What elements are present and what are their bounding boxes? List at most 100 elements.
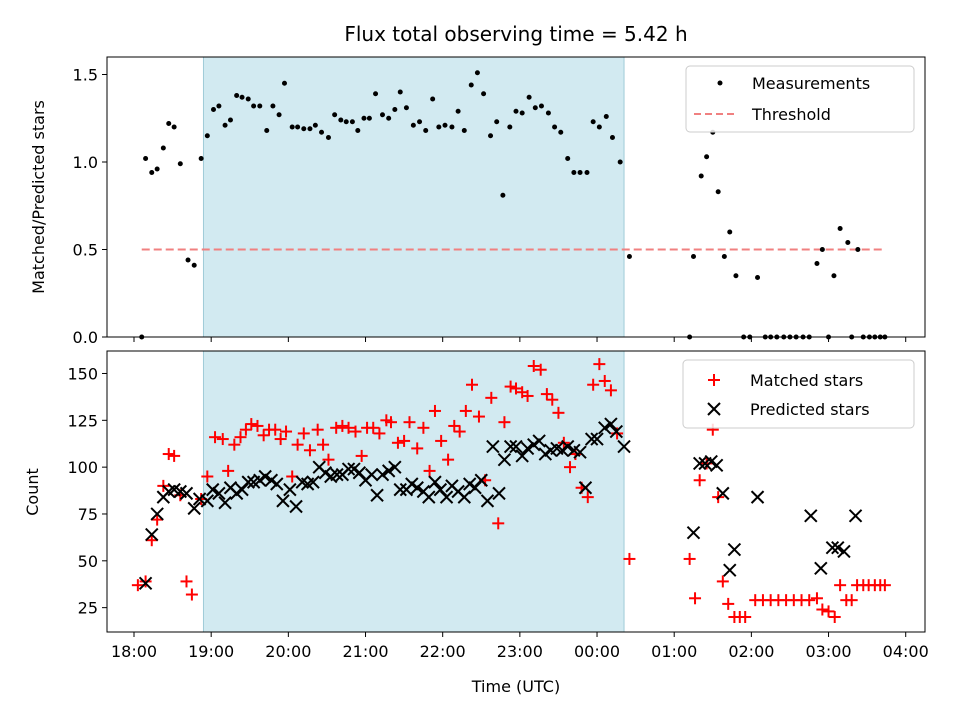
x-tick-label: 21:00 (342, 642, 388, 661)
matched-star-point (257, 429, 270, 442)
matched-star-point (417, 421, 430, 434)
x-tick-label: 00:00 (574, 642, 620, 661)
matched-star-point (716, 575, 729, 588)
predicted-star-point (515, 449, 529, 463)
predicted-star-point (590, 432, 604, 446)
matched-star-point (251, 419, 264, 432)
bottom-y-axis-label: Count (23, 468, 42, 516)
matched-star-point (367, 421, 380, 434)
x-tick-label: 20:00 (265, 642, 311, 661)
top-legend-box (685, 65, 915, 133)
measurement-point (198, 156, 204, 161)
predicted-star-point (341, 462, 356, 476)
bottom-y-tick-label: 50 (78, 552, 98, 571)
bottom-y-tick-label: 125 (67, 411, 98, 430)
matched-star-point (693, 474, 706, 487)
measurement-point (160, 145, 166, 151)
matched-star-point (581, 491, 594, 504)
matched-star-point (485, 391, 498, 404)
measurement-point (270, 103, 276, 109)
predicted-star-point (206, 482, 220, 497)
matched-star-point (442, 453, 455, 466)
matched-star-point (878, 579, 891, 592)
matched-star-point (355, 449, 368, 462)
matched-star-point (845, 594, 858, 607)
measurement-point (468, 82, 474, 88)
predicted-star-point (532, 434, 546, 448)
predicted-star-point (457, 490, 472, 504)
matched-star-point (228, 438, 241, 451)
matched-star-point (593, 358, 606, 371)
matched-star-point (587, 378, 600, 391)
measurement-point (239, 94, 245, 100)
measurement-point (494, 119, 500, 125)
measurement-point (423, 128, 429, 133)
matched-star-point (180, 575, 193, 588)
predicted-star-point (617, 439, 631, 454)
measurement-point (596, 124, 602, 130)
predicted-star-point (474, 473, 488, 487)
measurement-point (338, 117, 344, 123)
top-y-axis-label: Matched/Predicted stars (29, 100, 48, 294)
predicted-star-point (330, 467, 344, 482)
measurement-point (590, 119, 596, 125)
measurement-point (577, 170, 583, 175)
measurement-point (379, 112, 385, 118)
legend-matched-marker (708, 374, 720, 386)
measurement-point (264, 128, 270, 133)
matched-star-point (683, 552, 696, 565)
top-legend: Measurements Threshold (685, 65, 915, 133)
matched-star-point (322, 453, 335, 466)
matched-star-point (131, 579, 144, 592)
legend-threshold-label: Threshold (751, 105, 831, 124)
bottom-y-tick-label: 75 (78, 505, 98, 524)
measurement-point (455, 108, 461, 114)
matched-star-point (222, 464, 235, 477)
matched-star-point (384, 416, 397, 429)
matched-star-point (216, 433, 229, 446)
matched-star-point (739, 611, 752, 624)
bottom-axes-frame (106, 350, 926, 633)
matched-star-point (604, 384, 617, 397)
predicted-star-point (709, 458, 724, 472)
measurement-point (191, 262, 197, 268)
legend-measurements-marker (717, 80, 723, 86)
chart-title: Flux total observing time = 5.42 h (344, 22, 687, 46)
measurement-point (295, 124, 301, 130)
matched-star-point (269, 423, 282, 436)
predicted-star-point (578, 481, 593, 495)
predicted-star-point (609, 424, 624, 439)
measurement-point (698, 173, 704, 179)
matched-star-point (403, 416, 416, 429)
measurement-point (488, 133, 494, 139)
matched-star-point (185, 588, 198, 601)
predicted-star-point (192, 492, 207, 506)
measurement-point (837, 226, 843, 231)
measurement-point (373, 91, 379, 97)
predicted-star-point (138, 576, 153, 591)
matched-star-point (291, 438, 304, 451)
measurement-point (565, 156, 571, 161)
matched-star-point (168, 449, 181, 462)
matched-star-point (280, 425, 293, 438)
matched-star-point (274, 433, 287, 446)
matched-star-point (552, 406, 565, 419)
predicted-star-point (241, 475, 255, 489)
x-axis-label: Time (UTC) (471, 677, 560, 696)
predicted-star-point (375, 467, 390, 482)
x-tick-label: 23:00 (497, 642, 543, 661)
matched-star-point (435, 434, 448, 447)
predicted-star-point (814, 561, 828, 576)
predicted-star-point (212, 486, 226, 501)
matched-star-point (816, 603, 829, 616)
predicted-star-point (520, 441, 535, 456)
matched-star-point (398, 434, 411, 447)
matched-star-point (234, 431, 247, 444)
x-tick-label: 22:00 (420, 642, 466, 661)
matched-star-point (598, 374, 611, 387)
measurement-point (149, 170, 155, 175)
top-y-tick-label: 0.5 (73, 241, 98, 260)
measurement-point (301, 126, 307, 132)
legend-predicted-marker (707, 402, 721, 416)
